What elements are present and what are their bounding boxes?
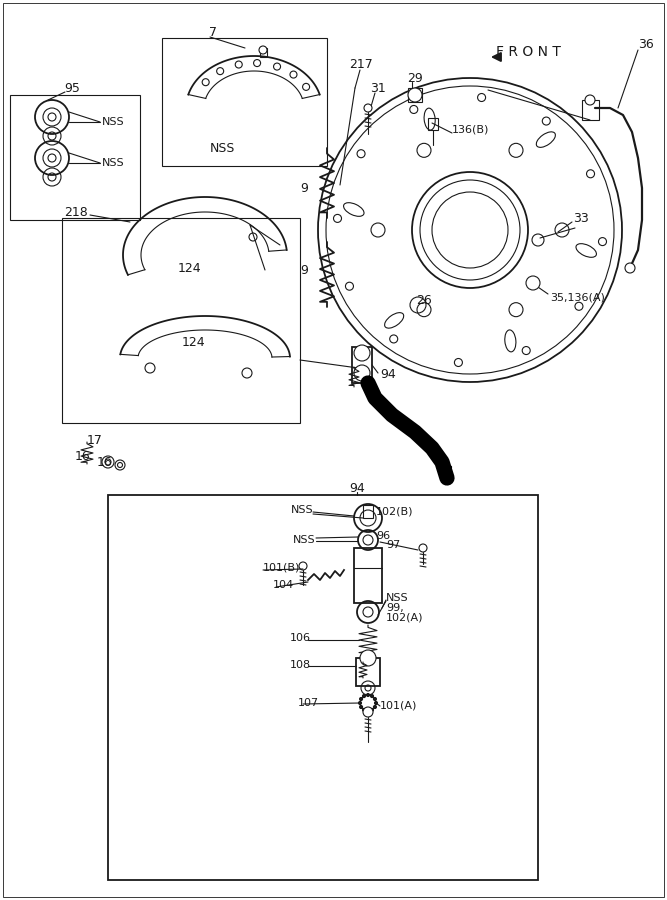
Circle shape <box>374 706 376 708</box>
Circle shape <box>366 709 370 713</box>
Text: 108: 108 <box>290 660 311 670</box>
Text: NSS: NSS <box>386 593 409 603</box>
Bar <box>356 658 380 686</box>
Circle shape <box>362 708 366 711</box>
Circle shape <box>259 46 267 54</box>
Circle shape <box>408 88 422 102</box>
Text: 26: 26 <box>416 293 432 307</box>
Text: 101(A): 101(A) <box>380 701 418 711</box>
Circle shape <box>358 701 362 705</box>
Text: NSS: NSS <box>210 141 235 155</box>
Circle shape <box>363 707 373 717</box>
Circle shape <box>364 104 372 112</box>
Text: NSS: NSS <box>102 117 125 127</box>
Text: 218: 218 <box>64 205 88 219</box>
Circle shape <box>354 345 370 361</box>
Circle shape <box>354 365 370 381</box>
Bar <box>354 548 382 603</box>
Circle shape <box>366 694 370 697</box>
Text: 106: 106 <box>290 633 311 643</box>
Text: 104: 104 <box>273 580 294 590</box>
Text: 16: 16 <box>75 451 91 464</box>
Text: 9: 9 <box>300 182 308 194</box>
Text: 16: 16 <box>97 456 113 470</box>
Text: 99,: 99, <box>386 603 404 613</box>
Bar <box>108 495 538 880</box>
Text: 31: 31 <box>370 82 386 94</box>
Bar <box>408 88 422 102</box>
Text: 17: 17 <box>87 434 103 446</box>
Text: 124: 124 <box>182 336 205 348</box>
Text: 102(B): 102(B) <box>376 507 414 517</box>
Circle shape <box>585 95 595 105</box>
Circle shape <box>362 695 366 698</box>
Text: 95: 95 <box>64 82 80 94</box>
Circle shape <box>360 695 376 711</box>
Text: NSS: NSS <box>293 535 316 545</box>
Text: 97: 97 <box>386 540 400 550</box>
Text: 96: 96 <box>376 531 390 541</box>
Text: 94: 94 <box>349 482 365 494</box>
Bar <box>260 48 267 57</box>
Circle shape <box>374 698 376 700</box>
Circle shape <box>360 706 363 708</box>
Text: NSS: NSS <box>102 158 125 168</box>
Text: 107: 107 <box>298 698 319 708</box>
Circle shape <box>419 544 427 552</box>
Text: 102(A): 102(A) <box>386 613 424 623</box>
Text: 29: 29 <box>407 71 423 85</box>
Text: 94: 94 <box>380 368 396 382</box>
Bar <box>428 118 438 130</box>
Circle shape <box>360 650 376 666</box>
Text: NSS: NSS <box>290 505 313 515</box>
Text: 124: 124 <box>178 262 201 274</box>
Bar <box>10 95 140 220</box>
Text: 136(B): 136(B) <box>452 125 490 135</box>
Text: 36: 36 <box>638 39 654 51</box>
Text: 217: 217 <box>349 58 373 71</box>
Text: 35,136(A): 35,136(A) <box>550 293 605 303</box>
Circle shape <box>625 263 635 273</box>
Text: 9: 9 <box>300 264 308 276</box>
Circle shape <box>374 701 378 705</box>
Text: 101(B): 101(B) <box>263 563 300 573</box>
Circle shape <box>299 562 307 570</box>
Text: 33: 33 <box>573 212 589 224</box>
Bar <box>363 505 373 518</box>
Circle shape <box>370 708 374 711</box>
Text: F R O N T: F R O N T <box>496 45 561 59</box>
Bar <box>62 218 300 423</box>
Bar <box>162 38 327 166</box>
Circle shape <box>360 698 363 700</box>
Circle shape <box>370 695 374 698</box>
Circle shape <box>526 276 540 290</box>
Bar <box>352 347 372 383</box>
Text: 7: 7 <box>209 26 217 40</box>
Bar <box>582 100 599 120</box>
